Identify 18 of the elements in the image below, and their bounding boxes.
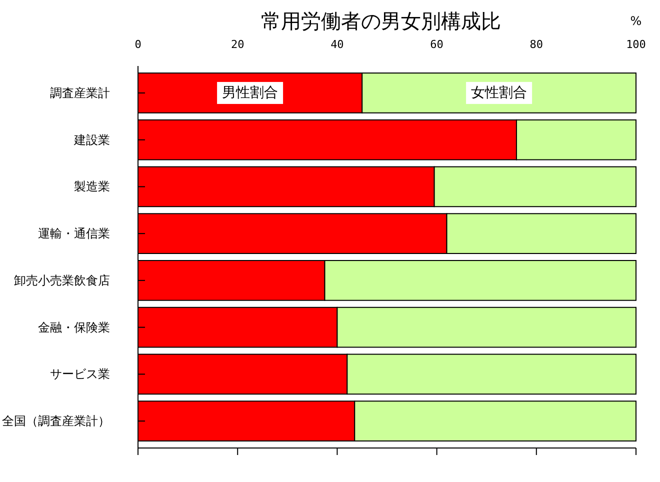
y-tick-label: 卸売小売業飲食店 [14,273,110,288]
y-tick-label: 運輸・通信業 [38,226,110,241]
x-tick-label: 0 [134,38,142,51]
x-axis-title: % [630,14,642,28]
y-tick-label: 建設業 [73,132,110,147]
x-tick-label: 40 [330,38,344,51]
series-label: 男性割合 [222,84,278,101]
y-tick-label: 製造業 [74,180,110,194]
y-tick-label: 金融・保険業 [38,320,110,334]
y-tick-label: サービス業 [50,367,110,382]
series-label: 女性割合 [471,84,528,101]
x-tick-label: 20 [230,38,244,51]
x-tick-label: 60 [430,38,444,51]
y-tick-label: 調査産業計 [50,86,110,100]
y-tick-label: 全国（調査産業計） [2,414,110,428]
x-tick-label: 80 [530,38,544,51]
chart-title: 常用労働者の男女別構成比 [261,9,501,33]
x-tick-label: 100 [626,38,646,51]
